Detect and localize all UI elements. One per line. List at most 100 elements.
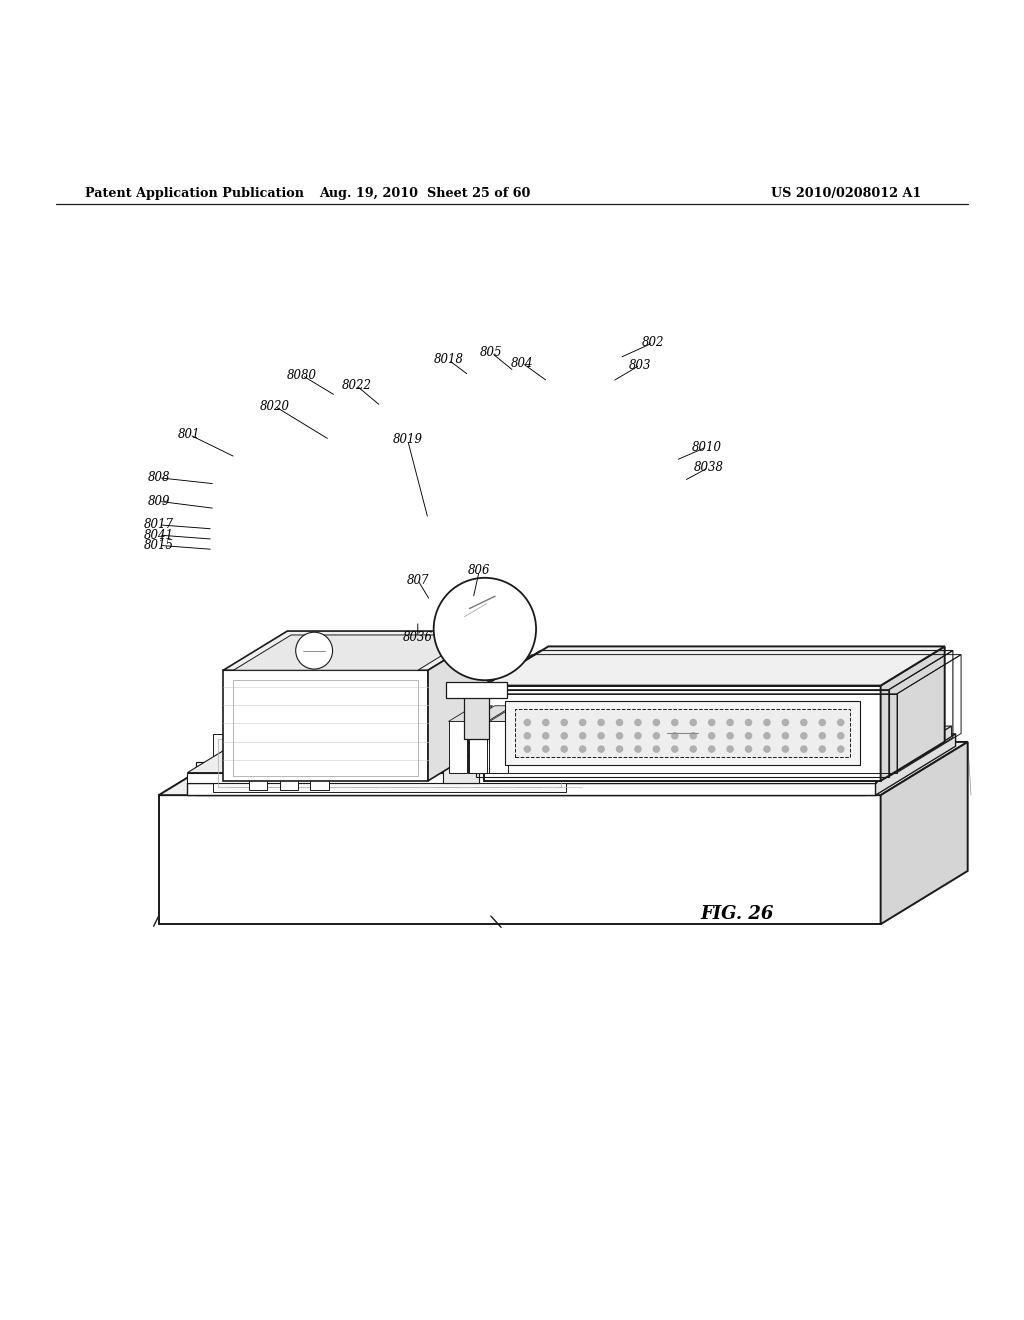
Circle shape: [672, 746, 678, 752]
Circle shape: [635, 719, 641, 726]
Circle shape: [524, 746, 530, 752]
Circle shape: [727, 719, 733, 726]
Circle shape: [727, 733, 733, 739]
Circle shape: [598, 746, 604, 752]
Polygon shape: [280, 748, 298, 791]
Text: 8019: 8019: [392, 433, 423, 446]
Polygon shape: [484, 685, 881, 781]
Polygon shape: [290, 729, 323, 737]
Polygon shape: [449, 722, 467, 772]
Circle shape: [524, 733, 530, 739]
Polygon shape: [484, 647, 945, 685]
Circle shape: [764, 719, 770, 726]
Circle shape: [709, 719, 715, 726]
Circle shape: [709, 733, 715, 739]
Text: 8017: 8017: [143, 519, 174, 532]
Circle shape: [543, 719, 549, 726]
Circle shape: [672, 733, 678, 739]
Text: 801: 801: [178, 428, 201, 441]
Polygon shape: [160, 795, 876, 912]
Text: 8018: 8018: [433, 354, 464, 367]
Text: US 2010/0208012 A1: US 2010/0208012 A1: [771, 187, 922, 201]
Polygon shape: [449, 706, 493, 722]
Polygon shape: [392, 709, 529, 734]
Polygon shape: [876, 744, 959, 912]
Circle shape: [819, 719, 825, 726]
Circle shape: [635, 733, 641, 739]
Circle shape: [838, 719, 844, 726]
Circle shape: [819, 746, 825, 752]
Text: Patent Application Publication: Patent Application Publication: [85, 187, 304, 201]
Circle shape: [598, 719, 604, 726]
Text: 8020: 8020: [259, 400, 290, 413]
Circle shape: [764, 746, 770, 752]
Circle shape: [690, 719, 696, 726]
Circle shape: [690, 746, 696, 752]
Circle shape: [543, 746, 549, 752]
Polygon shape: [223, 671, 428, 781]
Circle shape: [543, 733, 549, 739]
Text: 8036: 8036: [402, 631, 433, 644]
Circle shape: [296, 632, 333, 669]
Polygon shape: [881, 647, 945, 781]
Text: 8080: 8080: [287, 368, 317, 381]
Text: 8022: 8022: [341, 379, 372, 392]
Circle shape: [782, 746, 788, 752]
Text: 802: 802: [642, 337, 665, 348]
Circle shape: [561, 719, 567, 726]
Circle shape: [745, 733, 752, 739]
Circle shape: [524, 719, 530, 726]
Polygon shape: [187, 772, 876, 783]
Circle shape: [745, 719, 752, 726]
Circle shape: [635, 746, 641, 752]
Circle shape: [672, 719, 678, 726]
Polygon shape: [876, 726, 951, 783]
Circle shape: [819, 733, 825, 739]
Circle shape: [598, 733, 604, 739]
Polygon shape: [196, 763, 865, 781]
Text: 805: 805: [480, 346, 503, 359]
Circle shape: [580, 719, 586, 726]
Polygon shape: [865, 734, 942, 795]
Polygon shape: [489, 722, 508, 772]
Text: 8041: 8041: [143, 528, 174, 541]
Polygon shape: [876, 734, 955, 795]
Circle shape: [709, 746, 715, 752]
Polygon shape: [341, 729, 374, 737]
Polygon shape: [465, 693, 489, 739]
Polygon shape: [392, 729, 425, 737]
Circle shape: [580, 746, 586, 752]
Circle shape: [690, 733, 696, 739]
Polygon shape: [446, 682, 508, 697]
Polygon shape: [159, 795, 881, 924]
Text: Aug. 19, 2010  Sheet 25 of 60: Aug. 19, 2010 Sheet 25 of 60: [319, 187, 530, 201]
Circle shape: [801, 719, 807, 726]
Ellipse shape: [465, 688, 489, 697]
Polygon shape: [187, 783, 876, 795]
Circle shape: [801, 746, 807, 752]
Polygon shape: [469, 722, 487, 772]
Text: 804: 804: [511, 356, 534, 370]
Polygon shape: [428, 631, 493, 781]
Circle shape: [653, 719, 659, 726]
Circle shape: [838, 746, 844, 752]
Circle shape: [745, 746, 752, 752]
Polygon shape: [187, 726, 951, 772]
Polygon shape: [881, 742, 968, 924]
Polygon shape: [505, 701, 860, 766]
Text: 806: 806: [468, 565, 490, 577]
Circle shape: [653, 746, 659, 752]
Polygon shape: [515, 709, 850, 758]
Text: FIG. 26: FIG. 26: [700, 906, 774, 923]
Polygon shape: [187, 734, 955, 783]
Circle shape: [616, 746, 623, 752]
Circle shape: [580, 733, 586, 739]
Polygon shape: [223, 631, 493, 671]
Polygon shape: [469, 706, 513, 722]
Polygon shape: [489, 706, 534, 722]
Text: 807: 807: [407, 574, 429, 586]
Text: 8038: 8038: [693, 461, 724, 474]
Circle shape: [653, 733, 659, 739]
Circle shape: [616, 733, 623, 739]
Circle shape: [782, 719, 788, 726]
